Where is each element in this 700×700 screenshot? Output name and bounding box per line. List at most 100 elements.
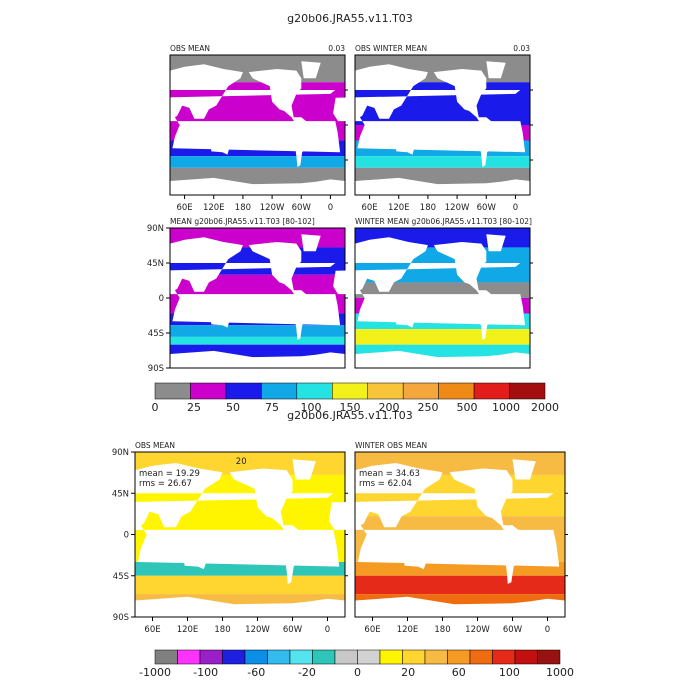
y-tick-label: 90S (148, 364, 164, 374)
x-tick-label: 120W (465, 625, 490, 635)
data-band-3 (135, 575, 345, 595)
y-tick-label: 45N (112, 489, 129, 499)
land-mass-1 (210, 307, 230, 328)
land-mass-2 (248, 69, 302, 119)
land-mass-3 (291, 290, 314, 340)
x-tick-label: 60E (361, 203, 377, 213)
x-tick-label: 60W (503, 625, 523, 635)
panel-title: MEAN g20b06.JRA55.v11.T03 [80-102] (170, 217, 315, 226)
x-tick-label: 60W (292, 203, 312, 213)
colorbar-label: 60 (452, 666, 466, 679)
colorbar-swatch (267, 649, 291, 665)
colorbar-swatch (261, 382, 298, 400)
colorbar-swatch (154, 382, 191, 400)
colorbar-swatch (334, 649, 358, 665)
land-mass-4 (512, 459, 536, 480)
x-tick-label: 60W (477, 203, 497, 213)
colorbar-label: -1000 (139, 666, 171, 679)
stat-annotation: rms = 62.04 (359, 479, 412, 489)
x-tick-label: 120E (177, 625, 199, 635)
colorbar-label: -20 (298, 666, 316, 679)
y-tick-label: 90N (147, 224, 164, 234)
section2-title: g20b06.JRA55.v11.T03 (287, 409, 413, 422)
land-mass-1 (395, 307, 415, 328)
y-tick-label: 45N (147, 259, 164, 269)
y-tick-label: 45S (113, 572, 129, 582)
x-tick-label: 120W (445, 203, 470, 213)
y-tick-label: 45S (148, 329, 164, 339)
figure-title: g20b06.JRA55.v11.T03 (287, 12, 413, 25)
land-mass-4 (486, 61, 506, 79)
colorbar-swatch (222, 649, 246, 665)
panel-title: OBS MEAN (170, 44, 210, 53)
x-tick-label: 0 (325, 625, 330, 635)
y-tick-label: 0 (159, 294, 164, 304)
colorbar-swatch (379, 649, 403, 665)
x-tick-label: 0 (328, 203, 333, 213)
land-mass-4 (301, 61, 321, 79)
x-tick-label: 60E (364, 625, 380, 635)
land-mass-5 (355, 350, 530, 368)
panel-title: OBS WINTER MEAN (355, 44, 427, 53)
colorbar-swatch (289, 649, 313, 665)
colorbar-swatch (332, 382, 368, 400)
colorbar-swatch (190, 382, 227, 400)
colorbar-label: 20 (401, 666, 415, 679)
colorbar-swatch (244, 649, 268, 665)
land-mass-1 (395, 134, 415, 155)
x-tick-label: 60W (283, 625, 303, 635)
land-mass-3 (280, 525, 308, 584)
map-panel-middle-right: WINTER MEAN g20b06.JRA55.v11.T03 [80-102… (333, 217, 533, 369)
land-mass-5 (355, 596, 565, 617)
land-mass-3 (500, 525, 528, 584)
colorbar-label: 50 (226, 401, 240, 414)
colorbar-swatch (296, 382, 333, 400)
map-panel-bottom-left: OBS MEAN 60E 120E 180 120W 60W 0 90N 45N 0 45S 90S m… (108, 441, 348, 635)
colorbar-swatch (154, 649, 178, 665)
data-band-3 (170, 156, 345, 168)
colorbar-swatch (312, 649, 336, 665)
data-band-4 (355, 575, 565, 595)
colorbar-swatch (357, 649, 381, 665)
x-tick-label: 120E (397, 625, 419, 635)
data-band-5 (355, 329, 530, 345)
colorbar-label: 200 (379, 401, 400, 414)
land-mass-5 (135, 596, 345, 617)
panel-title: WINTER OBS MEAN (355, 441, 427, 450)
panel-title: WINTER MEAN g20b06.JRA55.v11.T03 [80-102… (355, 217, 532, 226)
y-tick-label: 0 (124, 531, 129, 541)
colorbar-swatch (469, 649, 493, 665)
colorbar-swatch (225, 382, 262, 400)
colorbar-label: -60 (247, 666, 265, 679)
land-mass-5 (170, 177, 345, 195)
colorbar-label: 100 (301, 401, 322, 414)
map-panel-top-right: OBS WINTER MEAN 0.03 60E 120E 180 120W 60W 0 (333, 44, 533, 213)
land-mass-2 (229, 468, 293, 528)
land-mass-3 (291, 117, 314, 167)
colorbar-swatch (199, 649, 223, 665)
x-tick-label: 60E (176, 203, 192, 213)
map-panel-top-left: OBS MEAN 0.03 60E 120E 180 120W 60W 0 (148, 44, 348, 213)
x-tick-label: 180 (420, 203, 436, 213)
land-mass-2 (433, 69, 487, 119)
colorbar-label: 0 (152, 401, 159, 414)
colorbar-label: 1000 (492, 401, 520, 414)
colorbar-swatch (447, 649, 471, 665)
colorbar-swatch (537, 649, 561, 665)
y-tick-label: 90S (113, 613, 129, 623)
land-mass-2 (449, 468, 513, 528)
land-mass-4 (486, 234, 506, 252)
panel-title: OBS MEAN (135, 441, 175, 450)
colorbar-top: 0 25 50 75 100 150 200 250 500 1000 2000 (152, 382, 559, 414)
x-tick-label: 120E (203, 203, 225, 213)
x-tick-label: 120E (388, 203, 410, 213)
land-mass-1 (183, 545, 207, 570)
colorbar-swatch (402, 649, 426, 665)
colorbar-bottom: -1000 -100 -60 -20 0 20 60 100 1000 (139, 649, 574, 679)
land-mass-4 (292, 459, 316, 480)
colorbar-swatch (424, 649, 448, 665)
contour-label: 20 (236, 457, 247, 467)
land-mass-5 (170, 350, 345, 368)
colorbar-swatch (402, 382, 439, 400)
colorbar-swatch (367, 382, 404, 400)
